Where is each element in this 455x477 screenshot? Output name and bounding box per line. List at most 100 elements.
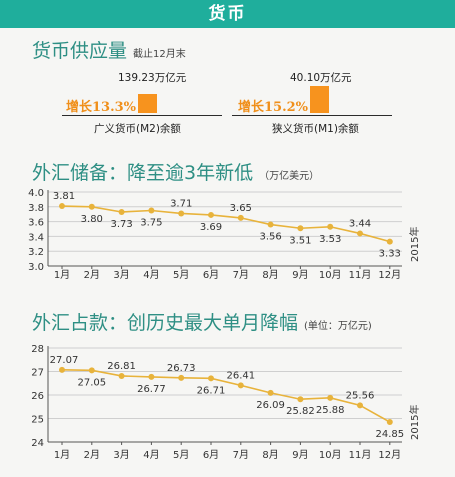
data-label: 3.75 (140, 218, 162, 229)
reserves-title: 外汇储备：降至逾3年新低 （万亿美元） (32, 158, 319, 185)
x-tick-label: 12月 (378, 449, 401, 461)
data-point (178, 210, 185, 217)
data-label: 24.85 (375, 429, 404, 440)
data-label: 27.05 (77, 377, 106, 388)
data-point (59, 366, 65, 373)
y-tick-label: 3.4 (28, 232, 44, 243)
data-label: 3.56 (259, 232, 281, 243)
x-tick-label: 10月 (319, 449, 342, 461)
data-label: 25.88 (316, 405, 345, 416)
data-label: 3.53 (319, 234, 341, 245)
m1-value-label: 40.10万亿元 (290, 72, 352, 84)
data-label: 3.73 (110, 219, 132, 230)
x-tick-label: 5月 (173, 269, 189, 281)
data-point (297, 396, 304, 403)
m1-block: 40.10万亿元 增长15.2% 狭义货币(M1)余额 (232, 70, 392, 140)
data-point (267, 221, 274, 228)
x-tick-label: 1月 (54, 449, 70, 461)
data-point (237, 214, 244, 221)
page-header: 货币 (0, 0, 455, 28)
y-tick-label: 3.2 (28, 247, 44, 258)
data-label: 3.44 (349, 218, 371, 229)
y-tick-label: 24 (31, 438, 44, 449)
data-label: 3.81 (53, 191, 75, 202)
y-tick-label: 28 (31, 344, 44, 355)
data-point (267, 389, 274, 396)
series-line (61, 369, 391, 423)
data-point (59, 203, 65, 210)
reserves-chart: 3.0 3.2 3.4 3.6 3.8 4.0 1月 2月 3月 4月 5月 6月 7月 8月 9月 10月 1… (28, 188, 421, 281)
x-tick-label: 2月 (84, 449, 100, 461)
header-title: 货币 (208, 4, 247, 24)
y-tick-label: 3.8 (28, 203, 44, 214)
x-tick-label: 5月 (173, 449, 189, 461)
m2-value-label: 139.23万亿元 (118, 72, 187, 84)
x-tick-label: 6月 (203, 449, 219, 461)
y-tick-label: 26 (31, 391, 44, 402)
data-point (178, 374, 185, 381)
y-tick-label: 3.6 (28, 218, 44, 229)
data-label: 3.33 (379, 249, 401, 260)
data-label: 26.81 (107, 361, 136, 372)
data-label: 26.09 (256, 400, 285, 411)
data-point (88, 203, 95, 210)
money-supply-note: 截止12月末 (133, 49, 186, 60)
x-tick-label: 12月 (378, 269, 401, 281)
x-tick-label: 3月 (113, 449, 129, 461)
x-tick-label: 2月 (84, 269, 100, 281)
x-tick-label: 9月 (292, 269, 308, 281)
x-tick-label: 8月 (262, 449, 278, 461)
data-point (357, 230, 363, 237)
forex-position-note: (单位：万亿元) (304, 321, 372, 332)
data-label: 3.65 (230, 203, 252, 214)
y-tick-label: 4.0 (28, 188, 44, 199)
x-tick-label: 11月 (349, 269, 372, 281)
data-point (297, 225, 304, 232)
x-tick-label: 11月 (349, 449, 372, 461)
money-supply-title-text: 货币供应量 (32, 40, 128, 62)
x-tick-label: 8月 (262, 269, 278, 281)
data-point (148, 373, 155, 380)
x-tick-label: 4月 (143, 449, 159, 461)
data-point (118, 372, 125, 379)
x-tick-label: 7月 (233, 449, 249, 461)
x-tick-label: 9月 (292, 449, 308, 461)
data-point (88, 367, 95, 374)
data-point (148, 207, 155, 214)
forex-position-title: 外汇占款：创历史最大单月降幅 (单位：万亿元) (32, 308, 372, 335)
data-label: 3.80 (81, 214, 103, 225)
data-point (386, 419, 393, 426)
money-supply-title: 货币供应量 截止12月末 (32, 36, 186, 63)
data-point (208, 375, 214, 382)
m2-growth: 增长13.3% (66, 100, 137, 115)
data-point (118, 208, 125, 215)
x-tick-label: 4月 (143, 269, 159, 281)
data-label: 25.82 (286, 406, 315, 417)
data-point (237, 382, 244, 389)
x-tick-label: 6月 (203, 269, 219, 281)
data-point (386, 238, 393, 245)
data-label: 3.51 (289, 235, 311, 246)
m1-growth: 增长15.2% (238, 100, 309, 115)
y-tick-label: 25 (31, 415, 44, 426)
data-point (208, 211, 214, 218)
data-label: 3.71 (170, 198, 192, 209)
m1-bar (310, 86, 329, 113)
data-label: 26.73 (167, 363, 196, 374)
year-label: 2015年 (408, 227, 421, 262)
forex-position-title-text: 外汇占款：创历史最大单月降幅 (32, 312, 299, 334)
data-label: 3.69 (200, 222, 222, 233)
x-tick-label: 1月 (54, 269, 70, 281)
reserves-title-text: 外汇储备：降至逾3年新低 (32, 162, 254, 184)
x-tick-label: 7月 (233, 269, 249, 281)
data-label: 26.77 (137, 384, 166, 395)
data-point (327, 223, 334, 230)
data-point (327, 394, 334, 401)
m2-bar (138, 94, 157, 113)
data-label: 25.56 (346, 390, 375, 401)
m1-label: 狭义货币(M1)余额 (272, 123, 359, 135)
data-label: 26.71 (197, 385, 226, 396)
m2-block: 139.23万亿元 增长13.3% 广义货币(M2)余额 (62, 70, 222, 140)
data-label: 27.07 (50, 355, 79, 366)
x-tick-label: 3月 (113, 269, 129, 281)
